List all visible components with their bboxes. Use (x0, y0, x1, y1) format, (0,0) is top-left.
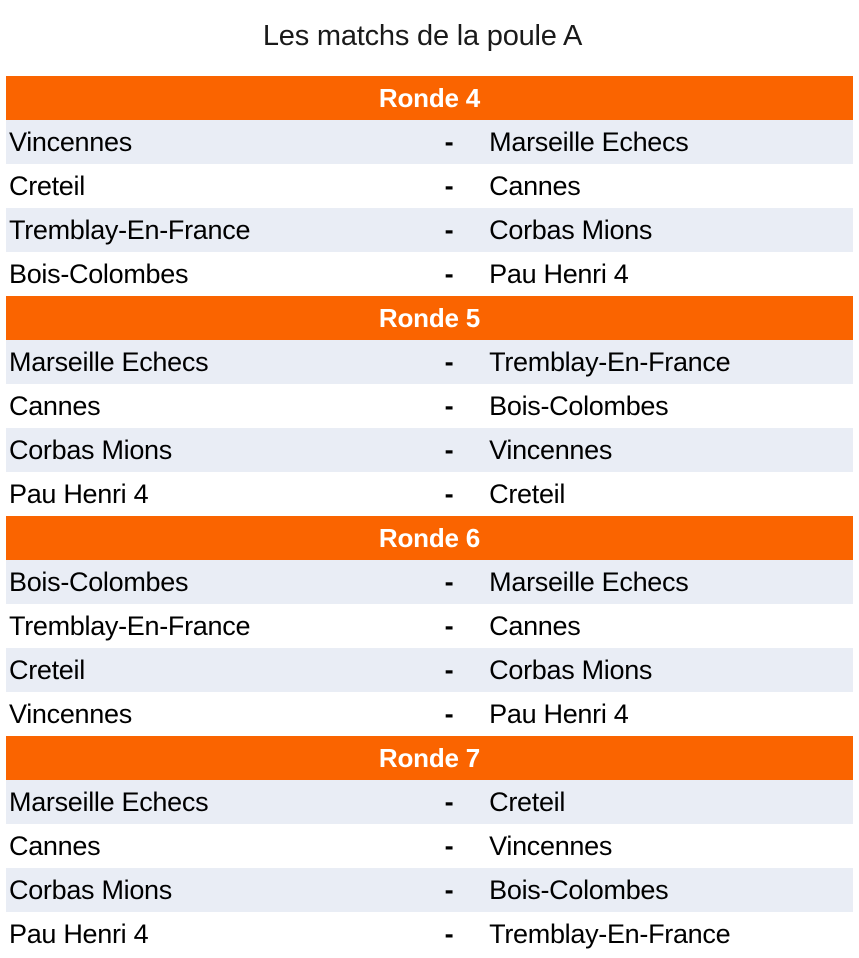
table-row: Vincennes - Marseille Echecs (6, 120, 853, 164)
table-row: Marseille Echecs - Tremblay-En-France (6, 340, 853, 384)
match-schedule-table: Ronde 4 Vincennes - Marseille Echecs Cre… (6, 76, 853, 956)
home-team: Marseille Echecs (9, 787, 209, 817)
away-team: Vincennes (489, 831, 613, 861)
home-team: Bois-Colombes (9, 259, 189, 289)
home-team: Vincennes (9, 699, 132, 729)
round-header-row: Ronde 6 (6, 516, 853, 560)
away-team: Cannes (489, 611, 581, 641)
home-team: Pau Henri 4 (9, 479, 149, 509)
versus-separator: - (444, 435, 454, 465)
table-row: Pau Henri 4 - Creteil (6, 472, 853, 516)
versus-separator: - (444, 171, 454, 201)
home-team: Marseille Echecs (9, 347, 209, 377)
versus-separator: - (444, 875, 454, 905)
page-title: Les matchs de la poule A (262, 20, 583, 52)
round-header-label: Ronde 7 (378, 743, 481, 773)
versus-separator: - (444, 787, 454, 817)
away-team: Pau Henri 4 (489, 699, 629, 729)
versus-separator: - (444, 391, 454, 421)
versus-separator: - (444, 479, 454, 509)
home-team: Creteil (9, 655, 85, 685)
home-team: Tremblay-En-France (9, 611, 251, 641)
versus-separator: - (444, 567, 454, 597)
versus-separator: - (444, 347, 454, 377)
away-team: Vincennes (489, 435, 613, 465)
round-header-row: Ronde 7 (6, 736, 853, 780)
round-header-row: Ronde 5 (6, 296, 853, 340)
home-team: Corbas Mions (9, 875, 172, 905)
table-row: Bois-Colombes - Marseille Echecs (6, 560, 853, 604)
versus-separator: - (444, 919, 454, 949)
table-row: Corbas Mions - Vincennes (6, 428, 853, 472)
away-team: Creteil (489, 787, 566, 817)
table-row: Cannes - Vincennes (6, 824, 853, 868)
away-team: Tremblay-En-France (489, 919, 731, 949)
versus-separator: - (444, 215, 454, 245)
table-row: Vincennes - Pau Henri 4 (6, 692, 853, 736)
home-team: Corbas Mions (9, 435, 172, 465)
round-header-label: Ronde 5 (378, 303, 481, 333)
home-team: Vincennes (9, 127, 132, 157)
versus-separator: - (444, 655, 454, 685)
home-team: Creteil (9, 171, 85, 201)
round-header-label: Ronde 4 (378, 83, 481, 113)
away-team: Marseille Echecs (489, 127, 689, 157)
match-schedule-body: Ronde 4 Vincennes - Marseille Echecs Cre… (6, 76, 853, 956)
away-team: Marseille Echecs (489, 567, 689, 597)
away-team: Corbas Mions (489, 215, 653, 245)
round-header-row: Ronde 4 (6, 76, 853, 120)
table-row: Creteil - Corbas Mions (6, 648, 853, 692)
away-team: Tremblay-En-France (489, 347, 731, 377)
table-row: Marseille Echecs - Creteil (6, 780, 853, 824)
home-team: Pau Henri 4 (9, 919, 149, 949)
away-team: Bois-Colombes (489, 875, 669, 905)
away-team: Pau Henri 4 (489, 259, 629, 289)
away-team: Creteil (489, 479, 566, 509)
table-row: Corbas Mions - Bois-Colombes (6, 868, 853, 912)
home-team: Bois-Colombes (9, 567, 189, 597)
home-team: Cannes (9, 831, 101, 861)
round-header-label: Ronde 6 (378, 523, 481, 553)
away-team: Bois-Colombes (489, 391, 669, 421)
table-row: Tremblay-En-France - Corbas Mions (6, 208, 853, 252)
home-team: Tremblay-En-France (9, 215, 251, 245)
versus-separator: - (444, 259, 454, 289)
table-row: Pau Henri 4 - Tremblay-En-France (6, 912, 853, 956)
versus-separator: - (444, 611, 454, 641)
table-row: Bois-Colombes - Pau Henri 4 (6, 252, 853, 296)
table-row: Tremblay-En-France - Cannes (6, 604, 853, 648)
versus-separator: - (444, 699, 454, 729)
home-team: Cannes (9, 391, 101, 421)
versus-separator: - (444, 831, 454, 861)
versus-separator: - (444, 127, 454, 157)
away-team: Corbas Mions (489, 655, 653, 685)
table-row: Creteil - Cannes (6, 164, 853, 208)
table-row: Cannes - Bois-Colombes (6, 384, 853, 428)
away-team: Cannes (489, 171, 581, 201)
